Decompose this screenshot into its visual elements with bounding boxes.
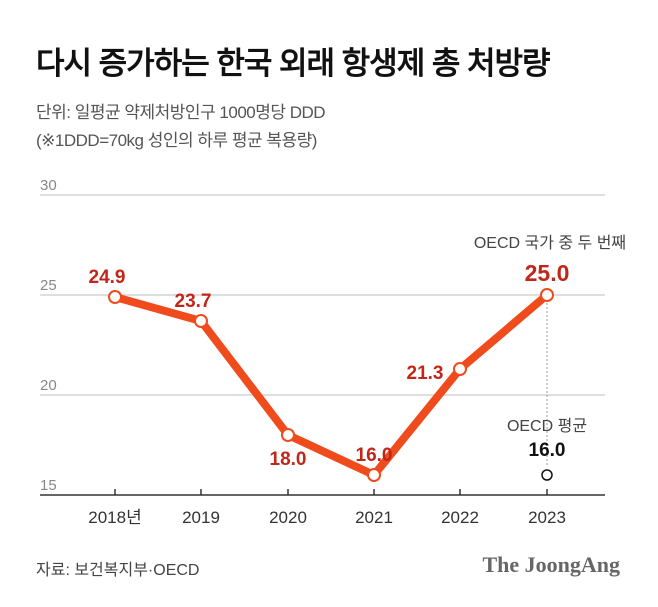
data-label: 25.0 — [525, 260, 570, 286]
data-point — [367, 468, 381, 482]
data-label: 23.7 — [175, 291, 212, 312]
x-tick-label: 2020 — [269, 508, 307, 527]
data-point — [281, 428, 295, 442]
data-label: 16.0 — [356, 445, 393, 466]
x-tick-label: 2022 — [441, 508, 479, 527]
x-tick-label: 2018년 — [88, 508, 141, 527]
annotation-label: OECD 국가 중 두 번째 — [474, 234, 626, 252]
y-tick-label: 15 — [40, 477, 57, 494]
data-point — [540, 288, 554, 302]
series-line — [113, 291, 550, 479]
data-point — [108, 290, 122, 304]
data-label: 18.0 — [270, 449, 307, 470]
y-tick-label: 20 — [40, 377, 57, 394]
data-point — [194, 314, 208, 328]
chart-title: 다시 증가하는 한국 외래 항생제 총 처방량 — [36, 46, 551, 81]
oecd-average-label: OECD 평균 — [507, 417, 587, 435]
source-label: 자료: 보건복지부·OECD — [36, 562, 200, 579]
x-tick-label: 2021 — [355, 508, 393, 527]
x-tick-label: 2019 — [182, 508, 220, 527]
data-label: 21.3 — [407, 363, 444, 384]
data-label: 24.9 — [89, 267, 126, 288]
note-label: (※1DDD=70kg 성인의 하루 평균 복용량) — [36, 131, 317, 150]
publisher-logo: The JoongAng — [482, 552, 620, 577]
x-tick-label: 2023 — [528, 508, 566, 527]
y-tick-label: 30 — [40, 177, 57, 194]
oecd-average-point — [541, 469, 553, 481]
unit-label: 단위: 일평균 약제처방인구 1000명당 DDD — [36, 103, 326, 122]
data-point — [453, 362, 467, 376]
y-tick-label: 25 — [40, 277, 57, 294]
oecd-average-value: 16.0 — [529, 440, 566, 461]
